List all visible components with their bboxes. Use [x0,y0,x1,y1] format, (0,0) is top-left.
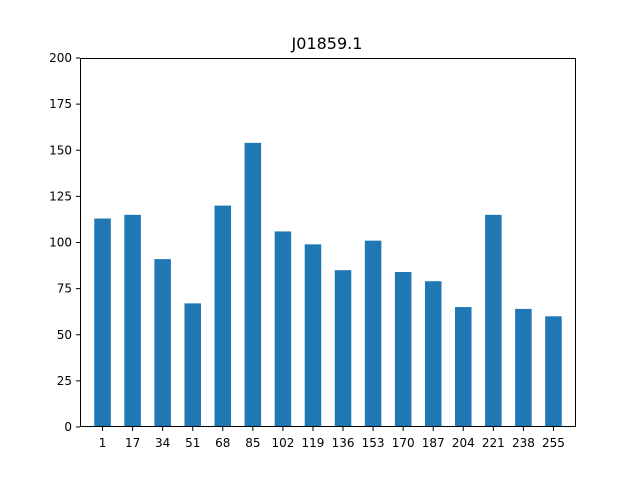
y-tick-label: 150 [49,143,72,157]
bars-layer [94,142,562,427]
x-tick-label: 204 [452,436,475,450]
x-tick-label: 68 [215,436,230,450]
x-tick-label: 17 [125,436,140,450]
bar-51 [184,303,201,427]
x-tick-label: 1 [99,436,107,450]
y-tick-label: 175 [49,97,72,111]
chart-title: J01859.1 [291,34,363,53]
y-tick-label: 100 [49,236,72,250]
x-tick-label: 238 [512,436,535,450]
y-tick-label: 200 [49,51,72,65]
y-tick-label: 125 [49,189,72,203]
bar-34 [154,259,171,427]
bar-187 [424,281,442,427]
x-tick-label: 136 [332,436,355,450]
bar-204 [455,307,472,427]
bar-102 [274,231,292,427]
x-tick-label: 85 [245,436,260,450]
x-tick-label: 221 [482,436,505,450]
x-tick-label: 187 [422,436,445,450]
x-tick-label: 255 [542,436,565,450]
y-tick-label: 25 [57,374,72,388]
x-tick-label: 153 [362,436,385,450]
x-tick-label: 34 [155,436,170,450]
y-tick-label: 50 [57,328,72,342]
bar-1 [94,218,111,427]
bar-17 [124,214,141,427]
x-tick-label: 51 [185,436,200,450]
bar-85 [244,142,262,427]
bar-136 [334,270,352,427]
bar-221 [485,214,502,427]
y-tick-label: 0 [64,420,72,434]
x-tick-label: 170 [392,436,415,450]
y-tick-label: 75 [57,282,72,296]
bar-170 [394,272,412,427]
x-tick-label: 119 [302,436,325,450]
bar-68 [214,205,232,427]
bar-238 [515,308,532,427]
bar-119 [304,244,322,427]
plot-area-frame [80,58,576,427]
bar-255 [545,316,562,427]
x-tick-label: 102 [271,436,294,450]
bar-153 [364,240,382,427]
